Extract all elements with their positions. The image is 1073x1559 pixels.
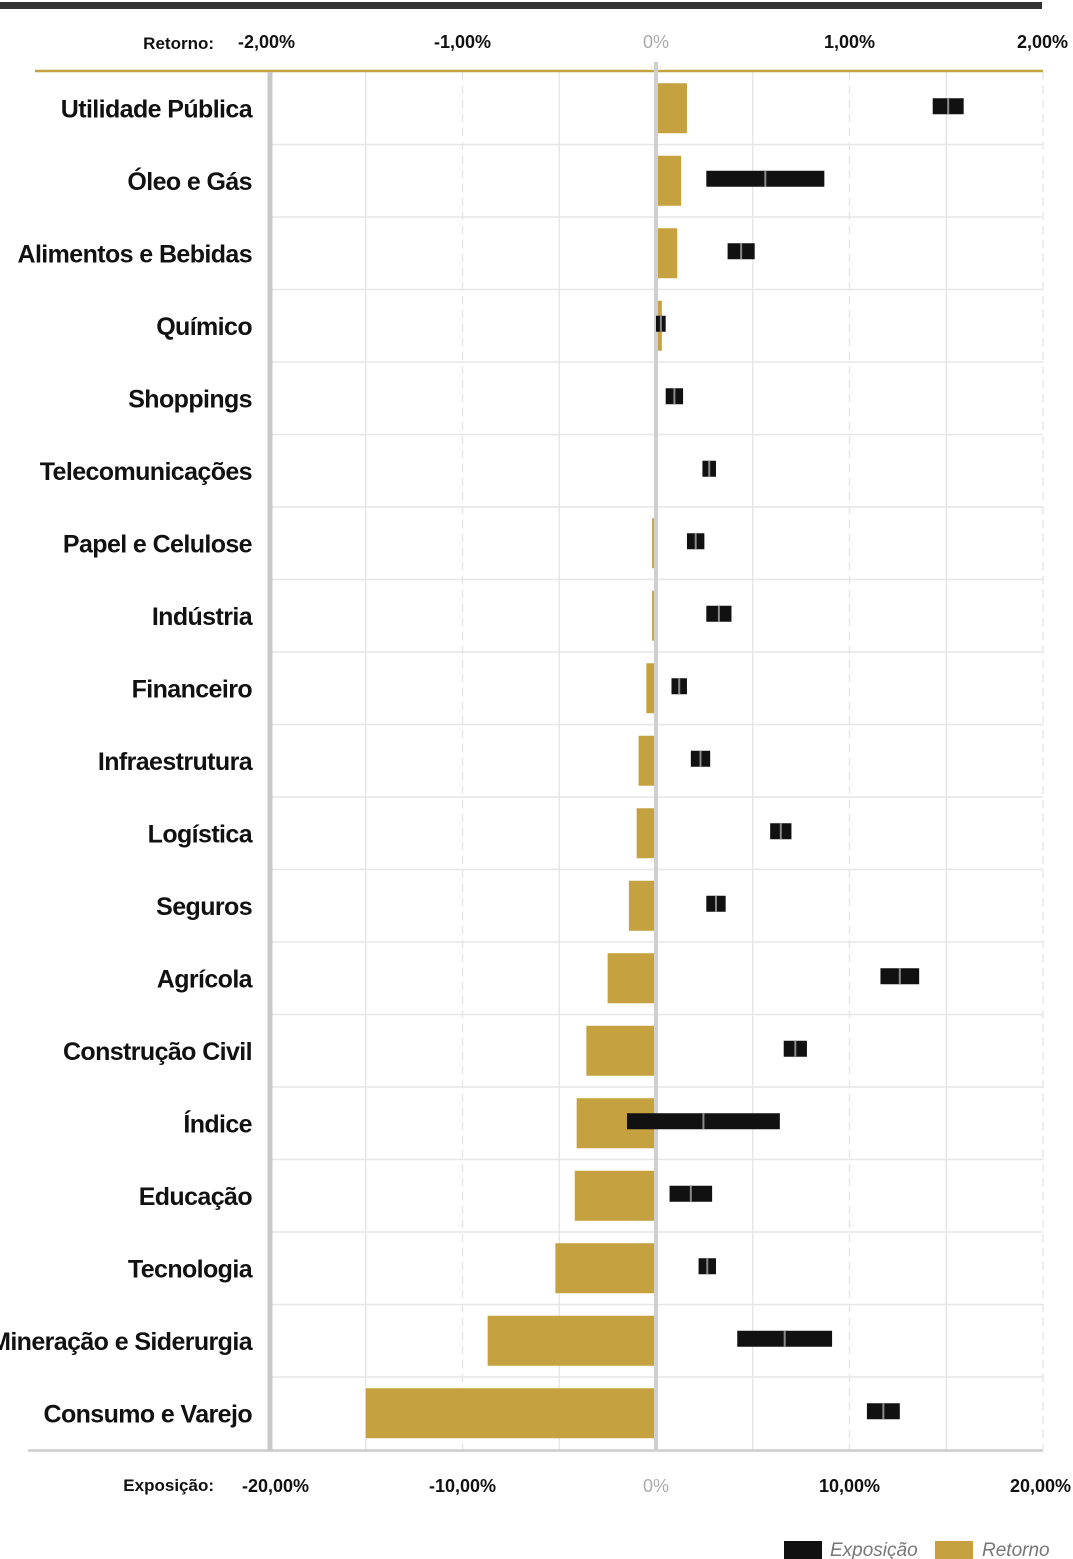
category-label: Tecnologia	[128, 1255, 254, 1283]
top-tick-label: 1,00%	[824, 32, 875, 52]
category-label: Financeiro	[132, 675, 253, 703]
exposicao-midpoint	[882, 1403, 885, 1420]
category-label: Infraestrutura	[98, 748, 254, 776]
bottom-tick-label: -10,00%	[429, 1476, 496, 1496]
bottom-tick-label: 10,00%	[819, 1476, 880, 1496]
category-label: Papel e Celulose	[63, 530, 253, 558]
legend-label-retorno: Retorno	[982, 1540, 1050, 1559]
top-tick-label: 0%	[643, 32, 669, 52]
retorno-bar	[574, 1170, 656, 1221]
retorno-bar	[656, 83, 687, 134]
top-rule	[0, 2, 1042, 9]
top-tick-label: 2,00%	[1017, 32, 1068, 52]
category-label: Educação	[139, 1183, 253, 1211]
exposicao-midpoint	[947, 98, 950, 115]
exposicao-midpoint	[764, 170, 767, 187]
category-label: Construção Civil	[63, 1038, 252, 1066]
exposicao-midpoint	[708, 460, 711, 477]
category-label: Mineração e Siderurgia	[0, 1328, 254, 1356]
category-label: Logística	[148, 820, 254, 848]
category-label: Telecomunicações	[40, 458, 252, 486]
exposicao-midpoint	[783, 1330, 786, 1347]
exposicao-midpoint	[714, 895, 717, 912]
retorno-bar	[586, 1025, 656, 1076]
legend-label-exposicao: Exposição	[830, 1540, 918, 1559]
retorno-bar	[365, 1388, 656, 1439]
top-tick-label: -1,00%	[434, 32, 491, 52]
exposicao-midpoint	[659, 315, 662, 332]
exposicao-midpoint	[740, 243, 743, 260]
category-label: Utilidade Pública	[61, 95, 254, 123]
category-label: Seguros	[156, 893, 252, 921]
exposicao-midpoint	[794, 1040, 797, 1057]
retorno-bar	[638, 735, 656, 786]
exposicao-midpoint	[689, 1185, 692, 1202]
exposicao-midpoint	[699, 750, 702, 767]
legend-swatch-exposicao	[784, 1541, 822, 1559]
retorno-bar	[636, 808, 656, 859]
top-tick-label: -2,00%	[238, 32, 295, 52]
exposicao-midpoint	[898, 968, 901, 985]
exposicao-midpoint	[673, 388, 676, 405]
retorno-bar	[555, 1243, 656, 1294]
category-label: Óleo e Gás	[127, 166, 252, 196]
top-axis-title: Retorno:	[143, 34, 214, 53]
category-label: Indústria	[152, 603, 254, 631]
exposicao-midpoint	[694, 533, 697, 550]
retorno-bar	[607, 953, 656, 1004]
bottom-tick-label: 0%	[643, 1476, 669, 1496]
exposicao-midpoint	[717, 605, 720, 622]
retorno-bar	[487, 1315, 656, 1366]
category-label: Shoppings	[128, 385, 252, 413]
exposicao-midpoint	[779, 823, 782, 840]
retorno-bar	[656, 228, 678, 279]
retorno-bar	[646, 663, 656, 714]
category-label: Químico	[156, 313, 252, 341]
legend-swatch-retorno	[935, 1541, 973, 1559]
category-label: Índice	[183, 1109, 252, 1138]
retorno-bar	[628, 880, 656, 931]
exposicao-midpoint	[706, 1258, 709, 1275]
bottom-tick-label: 20,00%	[1010, 1476, 1071, 1496]
bottom-axis-title: Exposição:	[123, 1476, 214, 1495]
category-label: Consumo e Varejo	[43, 1400, 252, 1428]
category-label: Agrícola	[157, 965, 254, 993]
category-label: Alimentos e Bebidas	[18, 240, 253, 268]
exposicao-midpoint	[702, 1113, 705, 1130]
retorno-bar	[656, 155, 682, 206]
bottom-tick-label: -20,00%	[242, 1476, 309, 1496]
exposicao-midpoint	[678, 678, 681, 695]
